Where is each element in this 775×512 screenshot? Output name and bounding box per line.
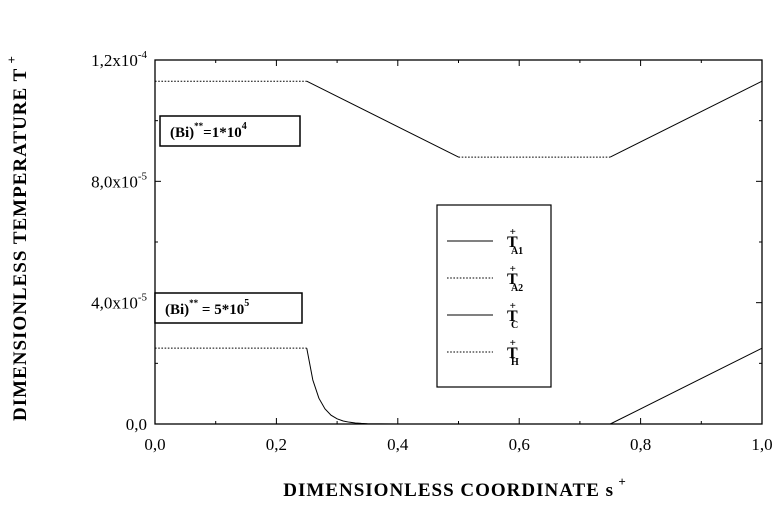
y-tick-label: 0,0	[126, 415, 147, 434]
x-tick-label: 0,4	[387, 435, 409, 454]
annotation-base: (Bi)	[165, 302, 189, 318]
legend-label-a1: T+ A1	[507, 226, 523, 257]
y-axis-title-symbol: T	[10, 68, 31, 82]
legend-label-c: T+ C	[507, 300, 518, 331]
x-tick-label: 1,0	[751, 435, 772, 454]
annotation-base: (Bi)	[170, 125, 194, 141]
legend-base: T	[507, 234, 518, 251]
legend-label-h: T+ H	[507, 337, 519, 368]
y-tick-exponent: -5	[138, 292, 148, 304]
x-axis-title-superscript: +	[614, 474, 627, 489]
y-tick-label: 4,0x10-5	[91, 292, 147, 313]
annotation-box	[154, 292, 303, 324]
y-axis-title-text: DIMENSIONLESS TEMPERATURE	[10, 81, 31, 421]
annotation-value: =1*10	[203, 125, 242, 141]
y-tick-mantissa: 1,2x10	[91, 51, 138, 70]
annotation-superscript: **	[194, 121, 204, 131]
y-tick-mantissa: 8,0x10	[91, 172, 138, 191]
legend-subscript: A2	[511, 283, 523, 294]
y-tick-label: 8,0x10-5	[91, 170, 147, 191]
legend-subscript: C	[511, 320, 518, 331]
legend-superscript: +	[510, 337, 516, 349]
y-tick-mantissa: 4,0x10	[91, 294, 138, 313]
legend-superscript: +	[510, 226, 516, 238]
x-axis-title-text: DIMENSIONLESS COORDINATE	[283, 480, 605, 501]
legend-label-a2: T+ A2	[507, 263, 523, 294]
legend-base: T	[507, 308, 518, 325]
legend-subscript: A1	[511, 246, 523, 257]
x-tick-label: 0,6	[509, 435, 530, 454]
legend-base: T	[507, 271, 518, 288]
y-tick-mantissa: 0,0	[126, 415, 147, 434]
legend-layer: T+ A1T+ A2T+ CT+ H	[436, 204, 552, 388]
legend-superscript: +	[510, 300, 516, 312]
legend-box	[436, 204, 552, 388]
x-axis-title: DIMENSIONLESS COORDINATE s +	[283, 474, 626, 501]
annotation-exponent: 5	[244, 298, 249, 309]
y-tick-label: 1,2x10-4	[91, 49, 147, 70]
ticks-layer: 0,0 0,2 0,4 0,6 0,8 1,00,04,0x10-58,0x10-51,2…	[91, 49, 773, 454]
annotation-text: (Bi)**=1*104	[170, 121, 247, 141]
x-tick-label: 0,8	[630, 435, 651, 454]
series-line-5	[306, 348, 459, 425]
legend-subscript: H	[511, 357, 519, 368]
annotation-text: (Bi)** = 5*105	[165, 298, 249, 318]
y-axis-title-superscript: +	[4, 55, 19, 68]
annotation-exponent: 4	[242, 121, 247, 132]
labels-layer: DIMENSIONLESS COORDINATE s +DIMENSIONLES…	[4, 55, 626, 501]
legend-base: T	[507, 345, 518, 362]
series-line-3	[610, 80, 763, 158]
series-line-1	[306, 80, 459, 158]
y-axis-title: DIMENSIONLESS TEMPERATURE T +	[4, 55, 31, 421]
annotation-value: = 5*10	[198, 302, 244, 318]
y-tick-exponent: -4	[138, 49, 148, 61]
x-tick-label: 0,0	[144, 435, 165, 454]
x-tick-label: 0,2	[266, 435, 287, 454]
legend-superscript: +	[510, 263, 516, 275]
series-layer	[155, 80, 763, 425]
annotation-box	[159, 115, 301, 147]
series-line-7	[610, 347, 763, 425]
annotation-layer: (Bi)**=1*104(Bi)** = 5*105	[154, 115, 303, 324]
annotation-superscript: **	[189, 298, 199, 308]
y-tick-exponent: -5	[138, 170, 148, 182]
x-axis-title-symbol: s	[606, 480, 614, 501]
